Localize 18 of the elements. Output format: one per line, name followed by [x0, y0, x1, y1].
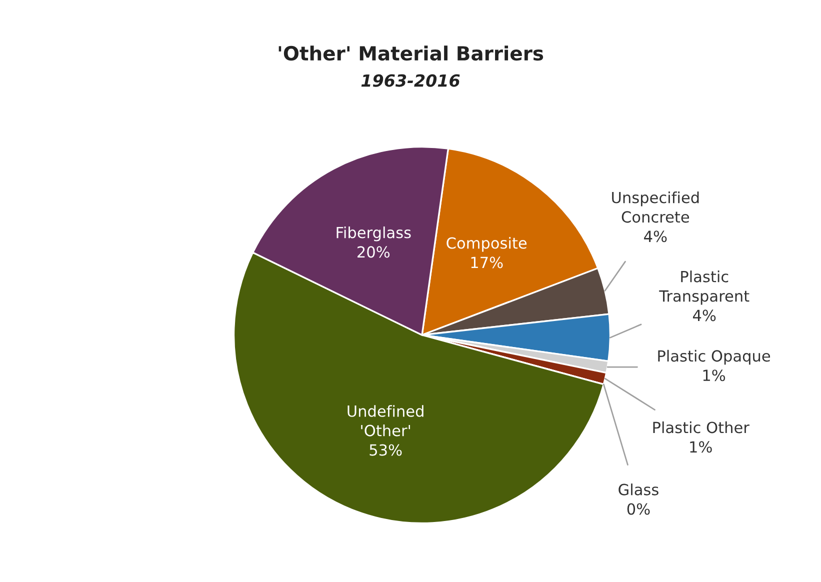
slice-label: Plastic Other [653, 421, 750, 434]
slice-label: Undefined 'Other' [348, 405, 424, 436]
data-label: 53% [370, 444, 402, 456]
slice-label: Plastic Transparent [659, 270, 750, 305]
chart-subtitle: 1963-2016 [361, 74, 460, 87]
data-label: 4% [644, 230, 667, 242]
data-label: 17% [471, 256, 503, 268]
data-label: 1% [703, 370, 726, 382]
slice-label: Plastic Opaque [658, 350, 770, 365]
data-label: 4% [692, 310, 716, 322]
text: 0% [627, 503, 650, 515]
slice-label: Fiberglass [336, 226, 411, 242]
chart-title: 'Other' Material Barriers [278, 46, 544, 61]
data-label: 1% [690, 441, 712, 453]
data-label: 20% [358, 246, 390, 258]
slice-label: Unspecified Concrete [612, 191, 699, 223]
slice-label: Composite [446, 236, 527, 252]
category-label: Glass [618, 484, 658, 496]
